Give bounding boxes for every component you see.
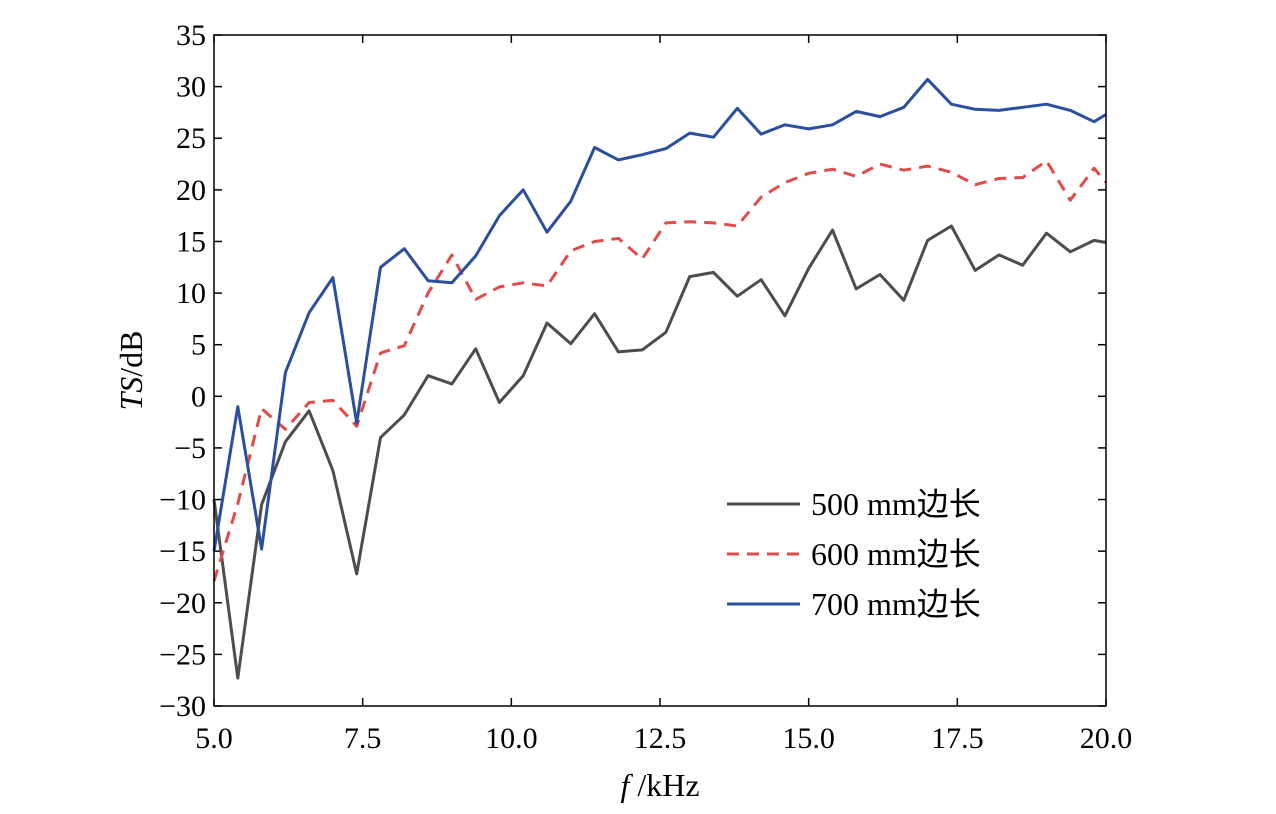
y-tick-label: 5 bbox=[191, 329, 206, 362]
y-axis-label: TS/dB bbox=[113, 330, 149, 410]
y-tick-label: 25 bbox=[176, 122, 206, 155]
y-tick-label: −10 bbox=[159, 484, 206, 517]
x-tick-label: 12.5 bbox=[634, 722, 687, 755]
x-axis-label-unit: /kHz bbox=[629, 767, 699, 803]
legend-label-600: 600 mm边长 bbox=[811, 536, 981, 572]
x-tick-labels: 5.0 7.5 10.0 12.5 15.0 17.5 20.0 bbox=[195, 722, 1132, 755]
y-tick-label: −25 bbox=[159, 638, 206, 671]
legend-label-700: 700 mm边长 bbox=[811, 586, 981, 622]
x-tick-label: 17.5 bbox=[931, 722, 984, 755]
y-tick-label: 0 bbox=[191, 380, 206, 413]
y-axis-label-symbol: TS bbox=[113, 377, 149, 411]
series-line-600 bbox=[212, 159, 1108, 582]
y-tick-label: 15 bbox=[176, 225, 206, 258]
series-line-700 bbox=[212, 77, 1107, 552]
y-tick-label: 35 bbox=[176, 19, 206, 52]
x-tick-label: 20.0 bbox=[1080, 722, 1133, 755]
y-axis-label-unit: /dB bbox=[113, 330, 149, 376]
y-tick-label: −5 bbox=[174, 432, 206, 465]
y-tick-label: 10 bbox=[176, 277, 206, 310]
y-tick-label: 20 bbox=[176, 174, 206, 207]
legend-label-500: 500 mm边长 bbox=[811, 486, 981, 522]
y-tick-label: −20 bbox=[159, 587, 206, 620]
x-axis-label: f /kHz bbox=[620, 767, 699, 803]
x-tick-label: 5.0 bbox=[195, 722, 233, 755]
series-line-500 bbox=[212, 224, 1107, 680]
x-tick-label: 10.0 bbox=[485, 722, 538, 755]
y-tick-label: −15 bbox=[159, 535, 206, 568]
x-tick-label: 15.0 bbox=[782, 722, 835, 755]
plot-frame bbox=[213, 34, 1107, 707]
series-layer bbox=[212, 77, 1108, 680]
y-tick-labels: −30 −25 −20 −15 −10 −5 0 5 10 15 20 25 30 35 bbox=[159, 19, 206, 723]
x-tick-label: 7.5 bbox=[344, 722, 382, 755]
y-tick-label: −30 bbox=[159, 690, 206, 723]
legend: 500 mm边长 600 mm边长 700 mm边长 bbox=[727, 486, 981, 622]
y-tick-label: 30 bbox=[176, 71, 206, 104]
